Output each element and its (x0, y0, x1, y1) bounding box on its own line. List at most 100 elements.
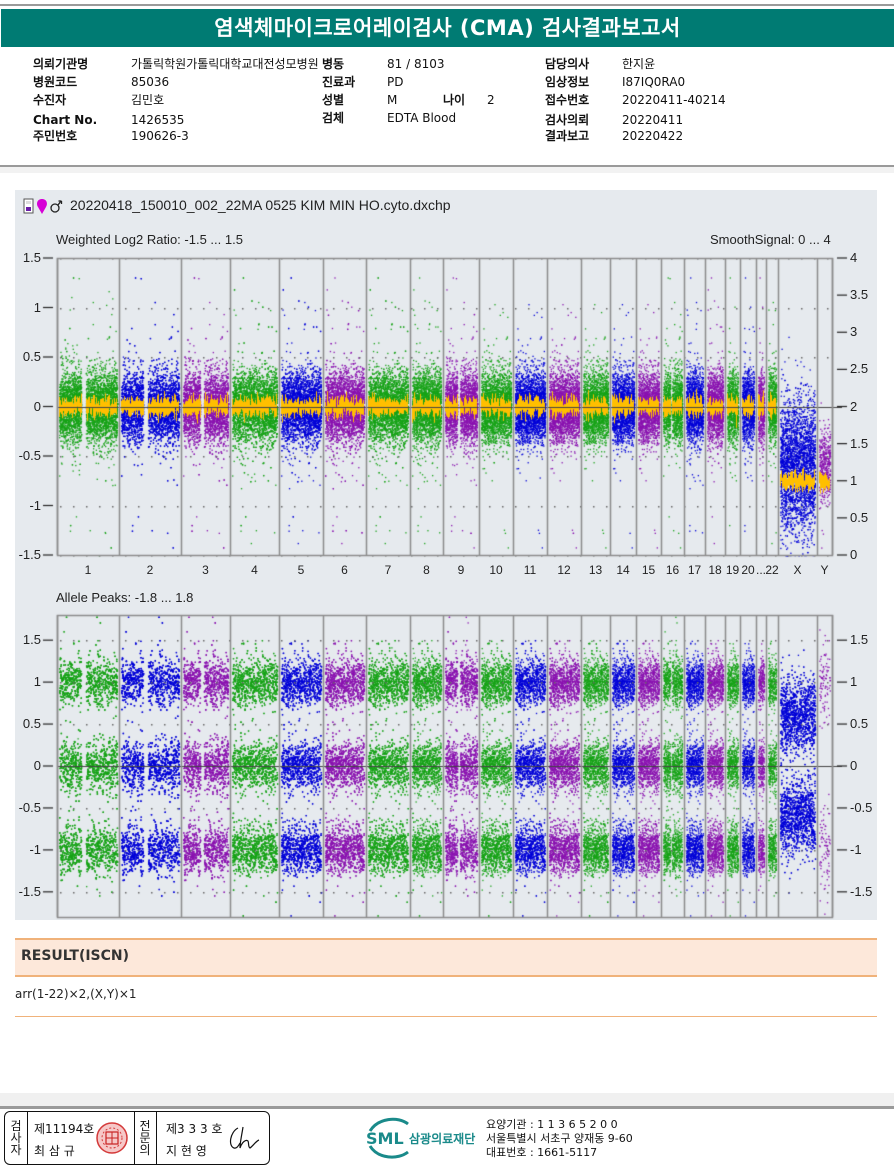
info-row: 수진자 김민호 (33, 93, 165, 107)
institution-phone: 대표번호 : 1661-5117 (486, 1146, 598, 1159)
chromosome-label: 20 (741, 563, 755, 577)
age-value: 2 (487, 93, 495, 107)
smooth-signal-tick-label: 1.5 (850, 435, 869, 451)
smooth-signal-tick-label: 3 (850, 324, 858, 340)
info-row: Chart No. 1426535 (33, 113, 185, 127)
smooth-signal-title: SmoothSignal: 0 ... 4 (710, 232, 831, 247)
chromosome-label: 12 (557, 563, 571, 577)
info-row: 검체 EDTA Blood (322, 111, 457, 125)
allele-tick-label-left: -1.5 (18, 883, 41, 899)
info-row: 접수번호 20220411-40214 (545, 93, 726, 107)
chromosome-label: 14 (616, 563, 630, 577)
institution-location: 서울특별시 서초구 양재동 9-60 (486, 1132, 633, 1145)
institution-name: 삼광의료재단 (409, 1132, 476, 1146)
log2-tick-label: 1.5 (22, 250, 41, 265)
allele-tick-label-right: 1 (850, 674, 858, 690)
info-row: 성별 M 나이 2 (322, 93, 495, 107)
header-divider-shadow (0, 167, 894, 173)
plot-status-icons (23, 198, 63, 214)
smooth-signal-tick-label: 3.5 (850, 287, 869, 303)
chromosome-label: 7 (384, 563, 392, 577)
log2-tick-label: -1 (29, 497, 41, 513)
allele-tick-label-right: 0 (850, 758, 858, 773)
specialist-license: 제3 3 3 호 (166, 1122, 223, 1136)
chromosome-label: 4 (251, 563, 258, 577)
report-title: 염색체마이크로어레이검사 (CMA) 검사결과보고서 (1, 9, 894, 47)
inspector-name: 최 삼 규 (34, 1144, 75, 1158)
info-row: 병원코드 85036 (33, 75, 170, 89)
log2-ratio-title: Weighted Log2 Ratio: -1.5 ... 1.5 (56, 232, 243, 247)
result-heading: RESULT(ISCN) (21, 948, 130, 964)
chromosome-label: 8 (423, 563, 430, 577)
info-row: 의뢰기관명 가톨릭학원가톨릭대학교대전성모병원 (33, 57, 319, 71)
log2-tick-label: -0.5 (18, 448, 41, 463)
allele-tick-label-right: 1.5 (850, 632, 869, 648)
chromosome-label: 10 (489, 563, 503, 577)
inspector-cell: 제11194호 최 삼 규 (27, 1112, 135, 1164)
allele-tick-label-left: -1 (29, 841, 41, 857)
chromosome-label: 13 (588, 563, 603, 577)
chromosome-label: 16 (665, 563, 680, 577)
sml-logo-text: SML (366, 1129, 404, 1148)
chromosome-label: 9 (457, 563, 465, 577)
info-column-left: 의뢰기관명 가톨릭학원가톨릭대학교대전성모병원 병원코드 85036 수진자 김민호 … (33, 55, 319, 145)
info-row: 주민번호 190626-3 (33, 129, 189, 143)
log2-tick-label: 0 (33, 398, 41, 414)
male-icon (50, 200, 63, 213)
info-row: 임상정보 I87IQ0RA0 (545, 75, 686, 89)
smooth-signal-tick-label: 2.5 (850, 361, 869, 377)
top-rule (0, 4, 894, 6)
footer-rule (0, 1106, 894, 1109)
age-label: 나이 (443, 93, 466, 107)
log2-tick-label: 0.5 (22, 349, 41, 364)
chromosome-label: X (793, 563, 802, 577)
chromosome-label: 6 (341, 563, 348, 577)
specialist-cell: 제3 3 3 호 지 현 영 (156, 1112, 268, 1164)
result-header: RESULT(ISCN) (15, 938, 877, 977)
smooth-signal-tick-label: 4 (850, 250, 858, 265)
allele-peaks-title: Allele Peaks: -1.8 ... 1.8 (56, 590, 194, 605)
smooth-signal-tick-label: 0.5 (850, 509, 869, 525)
chromosome-label: 1 (84, 563, 92, 577)
smooth-signal-tick-label: 2 (850, 398, 858, 414)
cma-plot: 20220418_150010_002_22MA 0525 KIM MIN HO… (15, 190, 877, 920)
info-row: 진료과 PD (322, 75, 404, 89)
chromosome-label: 22 (765, 563, 779, 577)
specialist-name: 지 현 영 (166, 1144, 207, 1158)
info-row: 담당의사 한지윤 (545, 57, 656, 71)
chromosome-label: 15 (641, 563, 656, 577)
chromosome-label: 5 (297, 563, 305, 577)
log2-tick-label: -1.5 (18, 547, 41, 562)
chromosome-label: 3 (202, 563, 209, 577)
footer-band (0, 1093, 894, 1106)
result-iscn: arr(1-22)×2,(X,Y)×1 (15, 987, 137, 1001)
sml-logo: SML (366, 1117, 409, 1159)
allele-tick-label-left: -0.5 (18, 799, 41, 815)
plot-filename: 20220418_150010_002_22MA 0525 KIM MIN HO… (70, 197, 451, 213)
info-column-right: 담당의사 한지윤 임상정보 I87IQ0RA0 접수번호 20220411-40214… (545, 55, 726, 145)
allele-tick-label-right: -1.5 (850, 883, 873, 899)
chromosome-label: 11 (523, 563, 537, 577)
pin-icon (37, 199, 47, 214)
allele-tick-label-right: -0.5 (850, 799, 873, 815)
institution-address: 요양기관 : 1 1 3 6 5 2 0 0 서울특별시 서초구 양재동 9-6… (486, 1118, 633, 1160)
log2-tick-label: 1 (33, 299, 41, 315)
allele-tick-label-right: -1 (850, 841, 862, 857)
chromosome-label: 19 (725, 563, 740, 577)
chromosome-label: Y (820, 563, 829, 577)
allele-tick-label-right: 0.5 (850, 716, 869, 732)
institution-code: 요양기관 : 1 1 3 6 5 2 0 0 (486, 1118, 618, 1131)
chromosome-label: ... (755, 563, 767, 577)
info-row: 검사의뢰 20220411 (545, 113, 684, 127)
allele-tick-label-left: 1.5 (22, 632, 41, 648)
chromosome-label: 2 (146, 563, 154, 577)
seal-stamp (96, 1122, 128, 1154)
header-divider (0, 165, 894, 167)
scatter-canvas (15, 190, 877, 920)
allele-tick-label-left: 0 (33, 758, 41, 773)
